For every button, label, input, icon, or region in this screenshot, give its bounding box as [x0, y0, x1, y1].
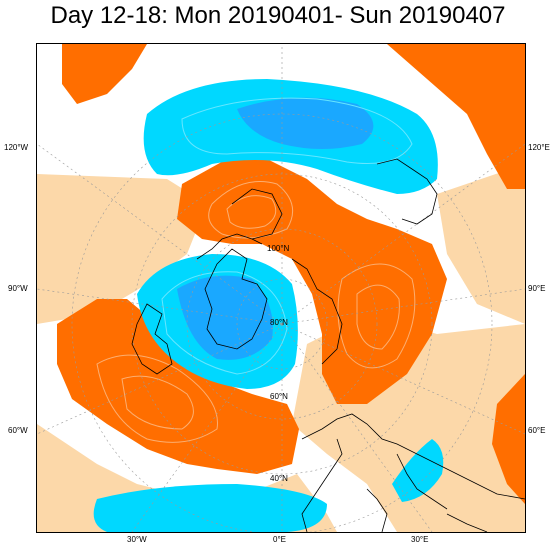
map-title: Day 12-18: Mon 20190401- Sun 20190407: [50, 2, 506, 29]
positive-contours: [96, 181, 416, 443]
lon-label-0: 0°E: [273, 535, 286, 544]
negative-contours: [161, 97, 413, 375]
lon-label-120e: 120°E: [528, 143, 550, 152]
lon-label-60e: 60°E: [528, 426, 546, 435]
coastlines: [131, 158, 525, 532]
lon-label-30w: 30°W: [127, 535, 147, 544]
lat-label-60n: 60°N: [270, 392, 288, 401]
graticule: [37, 44, 525, 532]
lat-label-100n: 100°N: [267, 244, 290, 253]
lat-label-80n: 80°N: [270, 318, 288, 327]
lon-label-30e: 30°E: [411, 535, 429, 544]
lon-label-60w: 60°W: [8, 426, 28, 435]
lon-label-90w: 90°W: [8, 284, 28, 293]
lon-label-90e: 90°E: [528, 284, 546, 293]
lat-label-40n: 40°N: [270, 474, 288, 483]
anomaly-map: 100°N 80°N 60°N 40°N: [36, 43, 526, 533]
anomaly-map-canvas: [37, 44, 525, 532]
lon-label-120w: 120°W: [4, 143, 29, 152]
positive-anomaly-areas: [57, 44, 525, 504]
